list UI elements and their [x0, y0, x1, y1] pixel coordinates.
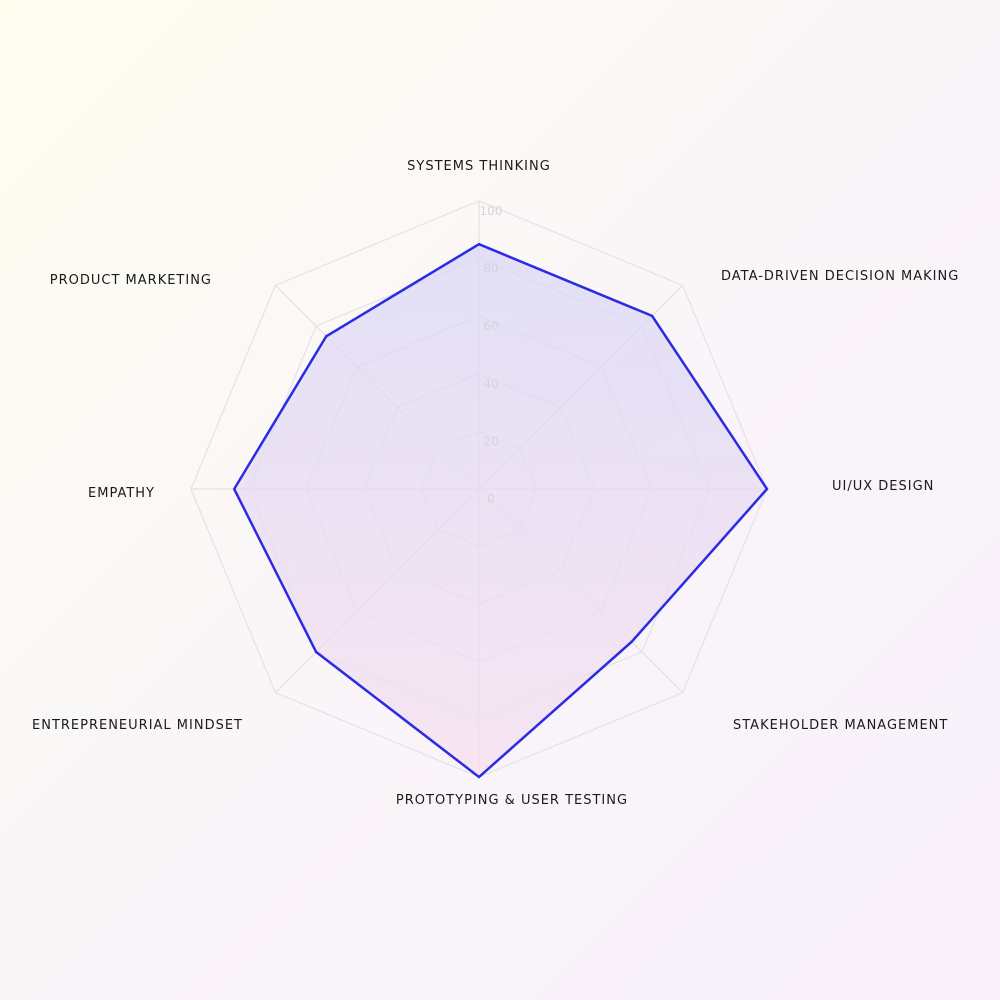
tick-label: 40 [483, 377, 498, 391]
axis-label: STAKEHOLDER MANAGEMENT [733, 718, 948, 733]
axis-label: PRODUCT MARKETING [50, 273, 212, 288]
label-layer: SYSTEMS THINKING DATA-DRIVEN DECISION MAK… [32, 159, 959, 808]
series-layer [232, 242, 769, 779]
axis-label: SYSTEMS THINKING [407, 159, 551, 174]
axis-label: UI/UX DESIGN [832, 479, 934, 494]
axis-label: DATA-DRIVEN DECISION MAKING [721, 269, 959, 284]
tick-label: 60 [483, 319, 498, 333]
series-area [232, 242, 769, 779]
tick-layer: 0 20 40 60 80 100 [480, 204, 503, 506]
axis-label: ENTREPRENEURIAL MINDSET [32, 718, 243, 733]
tick-label: 0 [487, 492, 495, 506]
axis-label: EMPATHY [88, 486, 155, 501]
tick-label: 100 [480, 204, 503, 218]
tick-label: 20 [483, 434, 498, 448]
axis-label: PROTOTYPING & USER TESTING [396, 793, 628, 808]
tick-label: 80 [483, 262, 498, 276]
